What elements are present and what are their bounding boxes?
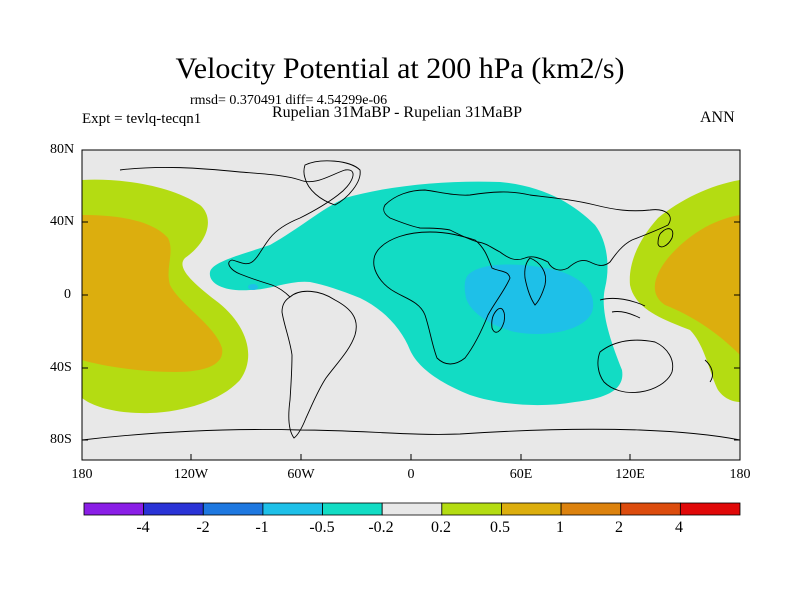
subtitle: Rupelian 31MaBP - Rupelian 31MaBP [272, 104, 523, 121]
x-label-180w: 180 [71, 467, 93, 482]
coastline-africa [373, 231, 511, 365]
coastline-north-america [119, 166, 354, 298]
coastline-indonesia [599, 297, 646, 319]
colorbar-label: 1 [556, 519, 564, 536]
x-label-120w: 120W [173, 467, 209, 482]
colorbar-swatch [381, 502, 443, 516]
positive-region-west-moderate [82, 215, 223, 372]
x-label-60w: 60W [287, 467, 315, 482]
map-field [82, 150, 740, 460]
x-label-60e: 60E [509, 467, 533, 482]
colorbar-label: -1 [255, 519, 269, 536]
colorbar-swatch [83, 502, 145, 516]
colorbar-swatch [143, 502, 204, 516]
colorbar-swatch [679, 502, 741, 516]
coastline-antarctica [82, 428, 740, 441]
stats-text: rmsd= 0.370491 diff= 4.54299e-06 [190, 93, 388, 108]
coastline-japan [657, 228, 674, 248]
coastline-new-zealand [704, 359, 713, 383]
colorbar-label: -0.5 [309, 519, 335, 536]
colorbar-swatch [441, 502, 502, 516]
negative-region-small-patch [248, 284, 258, 290]
y-label-40s: 40S [50, 360, 72, 375]
coastline-australia [597, 339, 674, 393]
y-label-80s: 80S [50, 432, 72, 447]
positive-region-east-moderate [654, 215, 740, 355]
coastline-south-america [281, 290, 357, 439]
axis-ticks [82, 149, 740, 460]
coastline-greenland [303, 160, 361, 206]
coastlines [82, 160, 740, 441]
colorbar-swatch [322, 502, 383, 516]
y-label-0: 0 [64, 287, 71, 302]
negative-region-moderate [464, 264, 594, 334]
colorbar-swatch [202, 502, 264, 516]
colorbar-swatch [262, 502, 323, 516]
experiment-label: Expt = tevlq-tecqn1 [82, 111, 202, 127]
y-label-40n: 40N [50, 214, 75, 229]
x-label-0: 0 [407, 467, 415, 482]
coastline-madagascar [491, 307, 505, 333]
colorbar-swatch [560, 502, 622, 516]
colorbar-label: -0.2 [368, 519, 394, 536]
page-title: Velocity Potential at 200 hPa (km2/s) [175, 52, 625, 85]
colorbar-label: 0.2 [431, 519, 451, 536]
colorbar-label: 2 [615, 519, 623, 536]
season-label: ANN [700, 109, 735, 126]
colorbar-swatch [501, 502, 562, 516]
colorbar-label: -2 [196, 519, 210, 536]
coastline-eurasia [383, 189, 671, 271]
negative-region-weak [209, 181, 623, 406]
x-label-180e: 180 [729, 467, 751, 482]
colorbar [83, 502, 741, 516]
colorbar-label: 4 [675, 519, 683, 536]
colorbar-label: 0.5 [490, 519, 510, 536]
colorbar-label: -4 [136, 519, 150, 536]
x-label-120e: 120E [615, 467, 645, 482]
colorbar-swatch [620, 502, 681, 516]
coastline-india [524, 257, 547, 306]
y-label-80n: 80N [50, 142, 75, 157]
